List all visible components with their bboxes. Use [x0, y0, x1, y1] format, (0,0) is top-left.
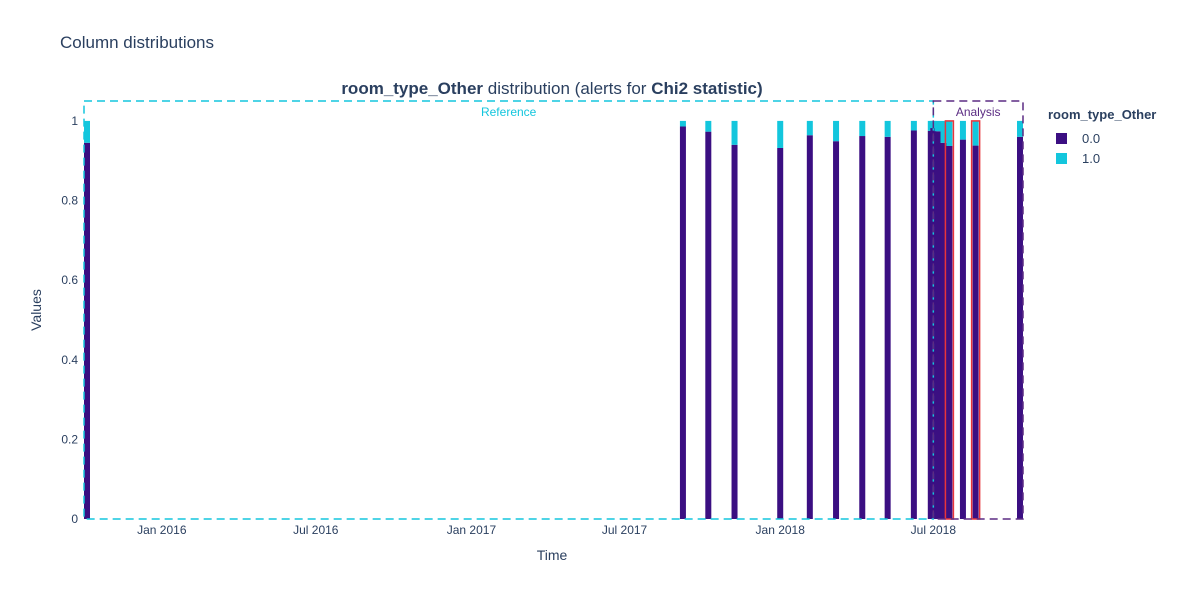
bar-0.0-14[interactable] [946, 145, 953, 520]
bar-1.0-3[interactable] [731, 120, 738, 145]
region-reference [83, 100, 935, 520]
page-title: Column distributions [60, 33, 215, 52]
bar-1.0-9[interactable] [910, 120, 917, 131]
legend-swatch [1056, 152, 1067, 164]
bar-0.0-7[interactable] [859, 136, 866, 519]
bar-1.0-7[interactable] [859, 120, 866, 137]
y-tick-label: 0.4 [61, 353, 78, 367]
bar-0.0-16[interactable] [972, 145, 979, 519]
bar-0.0-5[interactable] [806, 135, 813, 519]
legend-label: 1.0 [1082, 150, 1101, 166]
bar-1.0-4[interactable] [777, 120, 784, 148]
bar-0.0-2[interactable] [705, 131, 712, 520]
chart-title-part: distribution (alerts for [483, 79, 651, 98]
x-tick-label: Jan 2018 [756, 523, 806, 537]
legend-swatch [1056, 132, 1067, 144]
bar-0.0-1[interactable] [679, 126, 686, 520]
bar-1.0-13[interactable] [940, 120, 947, 143]
bar-0.0-12[interactable] [934, 131, 941, 519]
region-label-analysis: Analysis [956, 105, 1001, 119]
x-tick-label: Jul 2017 [602, 523, 648, 537]
bar-0.0-8[interactable] [884, 136, 891, 520]
bar-1.0-15[interactable] [959, 120, 966, 140]
y-tick-label: 0.2 [61, 432, 78, 446]
legend-label: 0.0 [1082, 130, 1101, 146]
chart-title-part: room_type_Other [341, 79, 483, 98]
y-tick-label: 0 [71, 512, 78, 526]
alert-marker-16 [970, 120, 981, 520]
x-tick-label: Jul 2018 [911, 523, 957, 537]
y-tick-label: 1 [71, 114, 78, 128]
bar-1.0-14[interactable] [946, 120, 953, 146]
y-tick-label: 0.6 [61, 273, 78, 287]
bar-0.0-4[interactable] [777, 147, 784, 520]
chart-title: room_type_Other distribution (alerts for… [341, 79, 762, 98]
x-tick-label: Jan 2016 [137, 523, 187, 537]
bar-0.0-15[interactable] [959, 139, 966, 519]
alert-marker-14 [944, 120, 955, 520]
bar-0.0-13[interactable] [940, 142, 947, 520]
bar-1.0-16[interactable] [972, 120, 979, 146]
chart-title-part: Chi2 statistic) [651, 79, 762, 98]
legend: room_type_Other 0.0 1.0 [1048, 107, 1156, 168]
bar-0.0-6[interactable] [833, 141, 840, 519]
x-tick-label: Jan 2017 [447, 523, 497, 537]
y-axis: 0 0.2 0.4 0.6 0.8 1 [61, 114, 78, 526]
legend-item-0[interactable]: 0.0 [1048, 128, 1156, 148]
region-label-reference: Reference [481, 105, 537, 119]
y-tick-label: 0.8 [61, 194, 78, 208]
bar-1.0-17[interactable] [1017, 120, 1023, 137]
bar-1.0-8[interactable] [884, 120, 891, 137]
bar-0.0-9[interactable] [910, 130, 917, 519]
bar-0.0-0[interactable] [84, 142, 90, 520]
x-axis-title: Time [537, 547, 568, 563]
bar-1.0-5[interactable] [806, 120, 813, 136]
y-axis-title: Values [28, 289, 44, 331]
regions-layer: Reference Analysis [83, 100, 1024, 520]
legend-item-1[interactable]: 1.0 [1048, 148, 1156, 168]
bar-0.0-17[interactable] [1017, 136, 1023, 520]
bar-0.0-3[interactable] [731, 144, 738, 520]
x-tick-label: Jul 2016 [293, 523, 339, 537]
bar-1.0-2[interactable] [705, 120, 712, 132]
bar-1.0-1[interactable] [679, 120, 686, 127]
x-axis: Jan 2016 Jul 2016 Jan 2017 Jul 2017 Jan 2018… [137, 523, 956, 537]
region-analysis [932, 100, 1024, 520]
bar-1.0-6[interactable] [833, 120, 840, 142]
bars-layer [84, 120, 1023, 520]
bar-1.0-12[interactable] [934, 120, 941, 132]
bar-1.0-0[interactable] [84, 120, 90, 143]
legend-title: room_type_Other [1048, 107, 1157, 122]
